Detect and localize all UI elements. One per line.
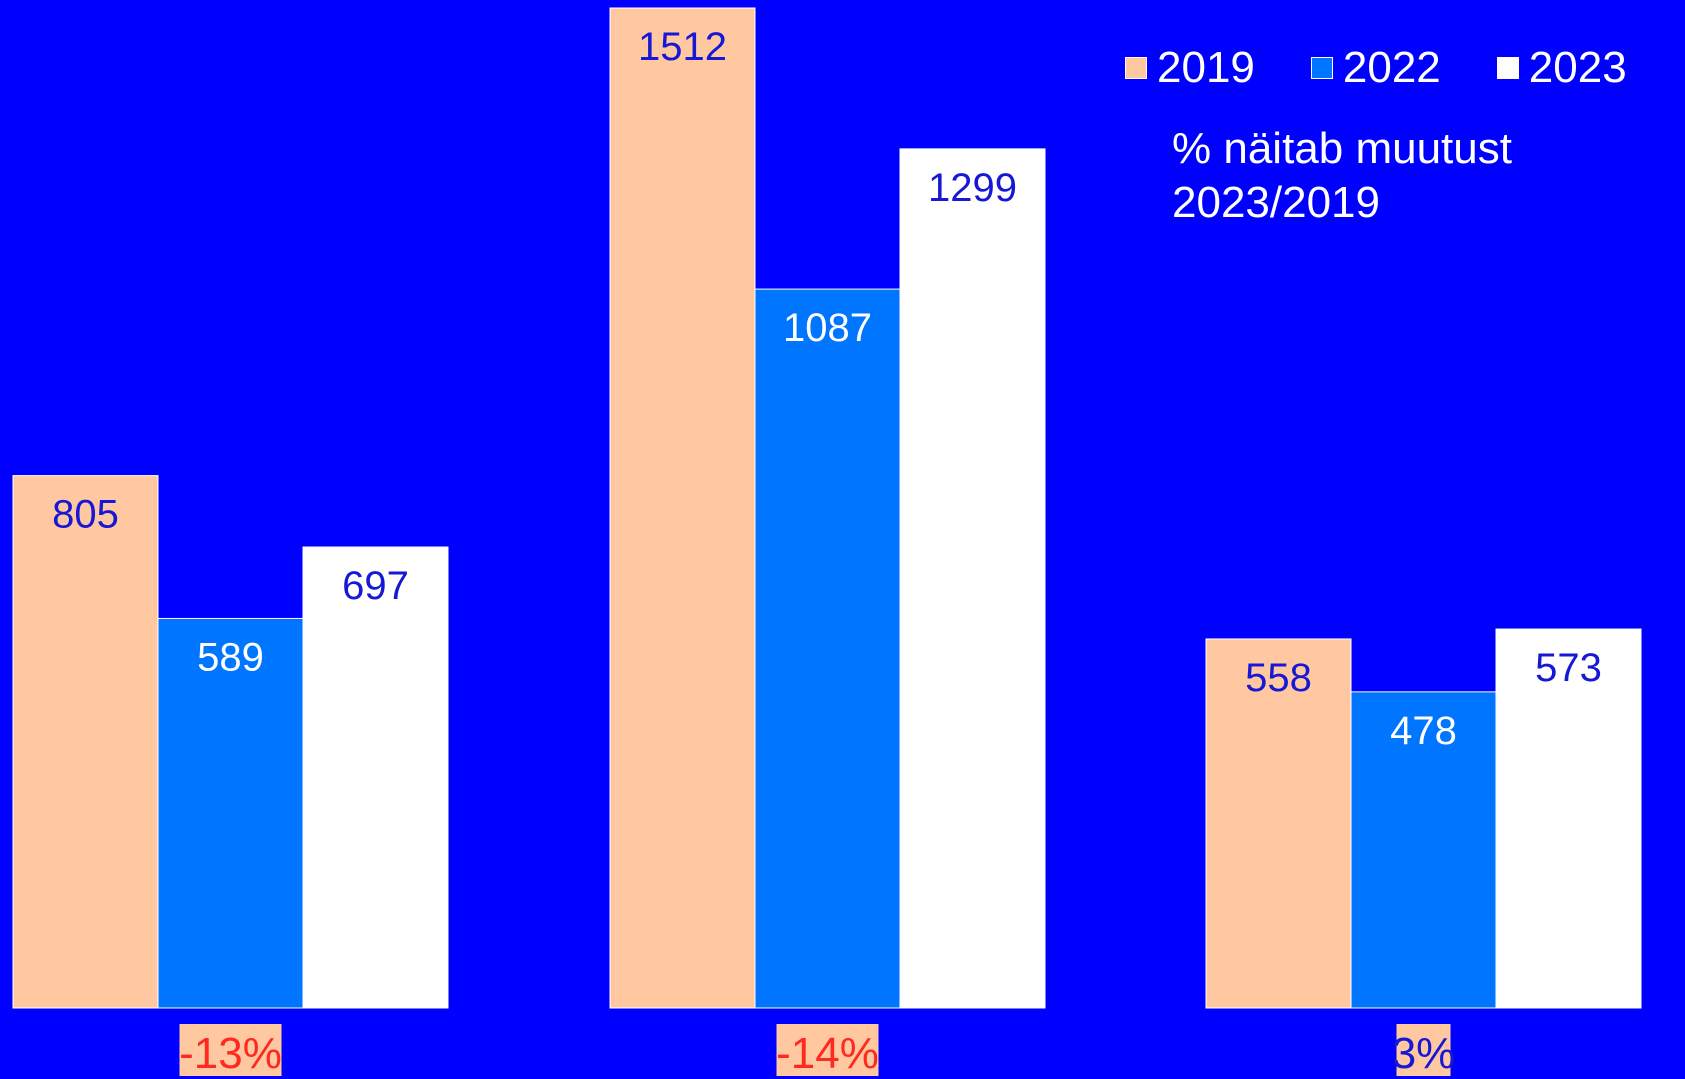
legend: 2019 2022 2023 [1125,46,1627,90]
value-label-2023-group-3: 573 [1535,646,1602,690]
change-label-bg-group-1 [179,1024,282,1076]
bar-2019-group-3 [1205,638,1352,1009]
change-note-line1: % näitab muutust [1172,124,1512,173]
legend-item-2019: 2019 [1125,46,1255,90]
value-label-2019-group-1: 805 [52,493,119,537]
value-label-2023-group-2: 1299 [928,166,1017,210]
legend-swatch-2019 [1125,57,1147,79]
bar-2022-group-3 [1350,691,1497,1009]
value-label-2022-group-3: 478 [1390,709,1457,753]
bar-2023-group-3 [1495,628,1642,1009]
legend-label-2019: 2019 [1157,43,1255,92]
legend-item-2022: 2022 [1310,43,1441,92]
change-label-bg-group-3 [1396,1024,1451,1076]
bar-2023-group-1 [302,546,449,1009]
change-note-line2: 2023/2019 [1172,178,1380,227]
bar-2022-group-1 [157,617,304,1009]
value-label-2023-group-1: 697 [342,564,409,608]
legend-label-2022: 2022 [1342,43,1441,92]
legend-item-2023: 2023 [1496,43,1627,92]
value-label-2019-group-3: 558 [1245,656,1312,700]
bar-2023-group-2 [899,148,1046,1009]
value-label-2022-group-1: 589 [197,635,264,679]
legend-swatch-2023 [1496,57,1519,79]
change-label-group-3: 3% [1392,1029,1456,1078]
change-label-group-1: -13% [179,1029,282,1078]
bar-2019-group-1 [12,475,159,1009]
bar-2019-group-2 [609,7,756,1009]
value-label-2019-group-2: 1512 [638,25,727,69]
bar-2022-group-2 [754,288,901,1009]
value-label-2022-group-2: 1087 [783,306,872,350]
change-label-bg-group-2 [776,1024,879,1076]
legend-swatch-2022 [1310,57,1333,79]
change-note: % näitab muutust 2023/2019 [1172,122,1512,230]
change-label-group-2: -14% [776,1029,879,1078]
legend-label-2023: 2023 [1528,43,1627,92]
